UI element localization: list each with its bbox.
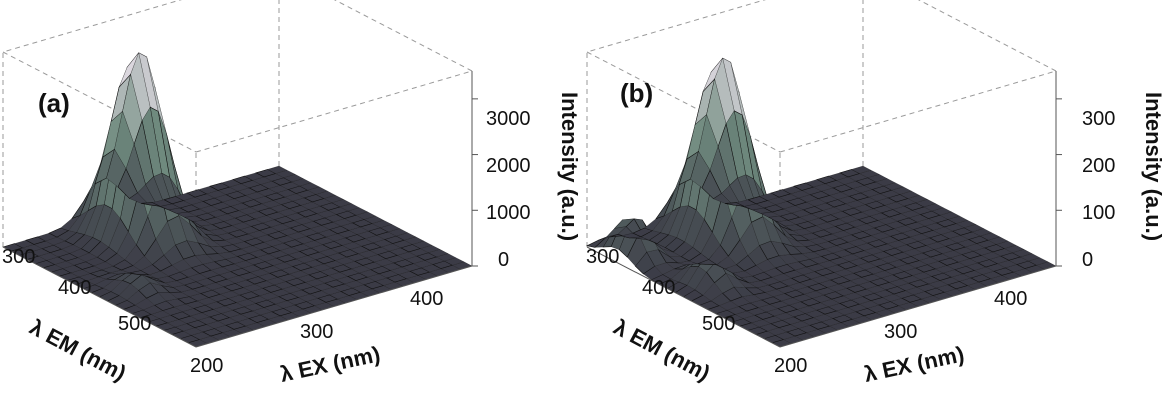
x-tick-a-1: 300 <box>300 321 333 343</box>
y-tick-a-1: 400 <box>58 277 91 299</box>
x-tick-b-2: 400 <box>994 288 1027 310</box>
box-edge-top-right-0 <box>333 0 473 72</box>
z-tick-b-1: 100 <box>1082 202 1115 224</box>
surface-plot-a: (a) 200 300 400 300 400 500 0 1000 2000 … <box>2 0 582 387</box>
x-tick-b-0: 200 <box>774 355 807 377</box>
z-tick-b-2: 200 <box>1082 155 1115 177</box>
surface-patch <box>267 165 288 174</box>
y-tick-a-2: 500 <box>118 313 151 335</box>
panel-label-a: (a) <box>38 88 70 118</box>
y-tick-b-0: 300 <box>586 246 619 268</box>
panel-label-b: (b) <box>620 78 653 108</box>
box-edge-top-front-0 <box>195 70 473 153</box>
z-axis-label-a: Intensity (a.u.) <box>557 92 582 241</box>
floor-edge-ex-0 <box>195 265 473 348</box>
x-axis-label-a: λ EX (nm) <box>278 341 382 387</box>
panel-b: (b) 200 300 400 300 400 500 0 100 200 30… <box>584 0 1168 401</box>
y-tick-b-1: 400 <box>642 277 675 299</box>
box-edge-top-back-0 <box>2 0 182 53</box>
box-edge-top-back-1 <box>586 0 766 53</box>
z-tick-b-0: 0 <box>1082 249 1093 271</box>
box-edge-top-left-1 <box>586 51 781 153</box>
panel-a: (a) 200 300 400 300 400 500 0 1000 2000 … <box>2 0 582 387</box>
surface-patch <box>851 165 872 174</box>
y-axis-label-a: λ EM (nm) <box>26 314 131 385</box>
x-tick-a-0: 200 <box>190 355 223 377</box>
z-tick-b-3: 300 <box>1082 108 1115 130</box>
z-tick-a-1: 1000 <box>486 202 531 224</box>
floor-edge-ex-1 <box>779 265 1057 348</box>
y-tick-a-0: 300 <box>2 246 35 268</box>
box-edge-top-right-1 <box>917 0 1057 72</box>
surface-b <box>586 0 1062 348</box>
z-tick-a-2: 2000 <box>486 155 531 177</box>
surface-a <box>2 0 478 348</box>
z-tick-a-0: 0 <box>498 249 509 271</box>
x-tick-b-1: 300 <box>884 321 917 343</box>
x-tick-a-2: 400 <box>410 288 443 310</box>
y-axis-label-b: λ EM (nm) <box>610 314 715 385</box>
y-tick-b-2: 500 <box>702 313 735 335</box>
z-axis-label-b: Intensity (a.u.) <box>1141 92 1166 241</box>
box-edge-top-front-1 <box>779 70 1057 153</box>
z-tick-a-3: 3000 <box>486 108 531 130</box>
floor-edge-em-1 <box>586 246 781 348</box>
x-axis-label-b: λ EX (nm) <box>862 341 966 387</box>
floor-edge-em-0 <box>2 246 197 348</box>
surface-plot-b: (b) 200 300 400 300 400 500 0 100 200 30… <box>586 0 1166 387</box>
